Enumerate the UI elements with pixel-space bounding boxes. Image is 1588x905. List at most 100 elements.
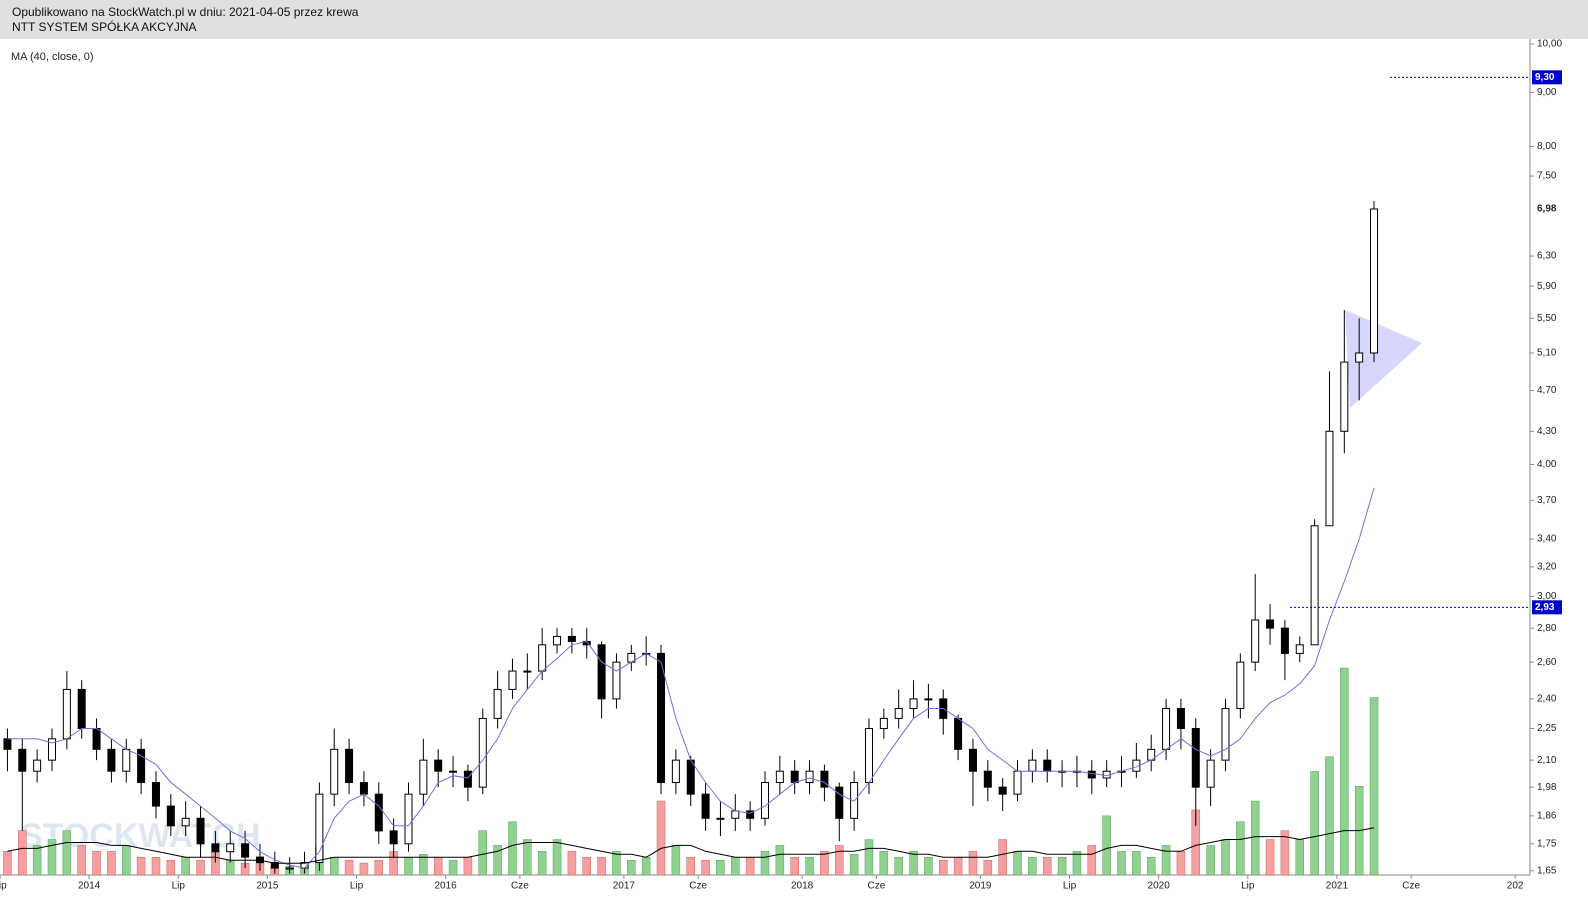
volume-bar: [523, 839, 532, 876]
volume-bar: [1280, 830, 1290, 876]
y-tick-label: 4,00: [1537, 459, 1557, 470]
candle-body: [211, 843, 220, 853]
x-tick-label: Cze: [1402, 881, 1420, 892]
price-level-box: [1532, 70, 1562, 85]
volume-bar: [77, 845, 86, 876]
candle-body: [463, 770, 472, 788]
volume-bar: [701, 859, 710, 876]
candle-body: [746, 810, 755, 819]
volume-bar: [329, 857, 339, 876]
volume-bar: [745, 857, 755, 876]
volume-bar: [1072, 851, 1082, 876]
volume-bar: [92, 851, 101, 876]
candle-body: [434, 759, 443, 772]
candle-body: [1162, 708, 1171, 750]
candle-body: [657, 652, 666, 784]
volume-bar: [166, 859, 176, 876]
volume-bar: [344, 859, 354, 876]
volume-bar: [374, 859, 384, 876]
volume-bar: [775, 845, 785, 876]
price-level-box: [1532, 600, 1562, 615]
x-tick-label: Lip: [1063, 881, 1077, 892]
y-tick-label: 1,98: [1537, 782, 1557, 793]
last-price-box: [1532, 201, 1562, 216]
volume-bar: [1028, 857, 1037, 876]
volume-bar: [32, 845, 42, 876]
volume-bar: [1236, 821, 1245, 876]
volume-bar: [983, 859, 993, 876]
volume-bar: [835, 845, 844, 876]
x-tick-label: Lip: [1241, 881, 1255, 892]
volume-bar: [1206, 845, 1215, 876]
candle-body: [790, 770, 799, 784]
y-tick-label: 10,00: [1537, 39, 1562, 50]
candle-body: [850, 782, 859, 819]
volume-bar: [1161, 845, 1171, 876]
candle-body: [1266, 619, 1275, 629]
candle-body: [1370, 208, 1379, 354]
x-tick-label: 2015: [256, 881, 279, 892]
candle-body: [1176, 708, 1185, 729]
volume-bar: [760, 851, 770, 876]
candle-body: [122, 748, 131, 772]
y-tick-label: 5,50: [1537, 313, 1557, 324]
y-tick-label: 3,70: [1537, 495, 1557, 506]
y-tick-label: 4,30: [1537, 426, 1557, 437]
y-tick-label: 8,00: [1537, 141, 1557, 152]
volume-bar: [1221, 839, 1230, 876]
volume-bar: [716, 859, 725, 876]
header: Opublikowano na StockWatch.pl w dniu: 20…: [0, 0, 1588, 39]
y-tick-label: 3,00: [1537, 591, 1557, 602]
volume-bar: [1117, 851, 1126, 876]
publish-info: Opublikowano na StockWatch.pl w dniu: 20…: [12, 5, 359, 19]
volume-bar: [924, 857, 933, 876]
x-tick-label: 2014: [78, 881, 101, 892]
volume-bar: [1325, 756, 1334, 876]
candle-body: [137, 748, 146, 784]
volume-bar: [47, 839, 57, 876]
y-tick-label: 1,86: [1537, 810, 1557, 821]
volume-bar: [1265, 839, 1275, 876]
candle-body: [1310, 525, 1319, 646]
candle-body: [1325, 430, 1334, 527]
candle-body: [1280, 627, 1289, 654]
candle-body: [983, 770, 992, 788]
x-tick-label: Cze: [511, 881, 529, 892]
candle-body: [716, 817, 725, 820]
volume-bar: [196, 859, 205, 876]
candle-body: [820, 770, 829, 788]
candle-body: [404, 793, 413, 845]
volume-bar: [122, 845, 131, 876]
volume-bar: [953, 857, 963, 876]
candle-body: [1236, 661, 1245, 710]
candle-body: [686, 759, 695, 795]
volume-bar: [820, 851, 829, 876]
candle-body: [909, 698, 918, 710]
y-tick-label: 2,60: [1537, 657, 1557, 668]
y-tick-label: 2,80: [1537, 623, 1557, 634]
x-tick-label: 2017: [613, 881, 636, 892]
last-price-label: 6,98: [1537, 204, 1557, 215]
volume-bar: [1102, 815, 1111, 876]
price-level-label: 9,30: [1535, 72, 1555, 83]
x-tick-label: Cze: [689, 881, 707, 892]
price-level-label: 2,93: [1535, 602, 1555, 613]
volume-bar: [1310, 771, 1319, 876]
x-tick-label: Cze: [868, 881, 886, 892]
volume-bar: [151, 857, 161, 876]
candle-body: [241, 843, 250, 858]
volume-bar: [478, 830, 488, 876]
volume-bar: [939, 859, 948, 876]
candle-body: [538, 644, 547, 672]
candle-body: [612, 661, 621, 700]
volume-bar: [805, 857, 814, 876]
volume-bar: [62, 830, 72, 876]
candle-body: [1206, 759, 1215, 788]
x-tick-label: 2019: [969, 881, 992, 892]
ma-line: [7, 487, 1375, 869]
volume-bar: [1146, 857, 1156, 876]
volume-bar: [404, 857, 413, 876]
candle-body: [449, 770, 458, 773]
volume-ma-line: [7, 827, 1375, 864]
